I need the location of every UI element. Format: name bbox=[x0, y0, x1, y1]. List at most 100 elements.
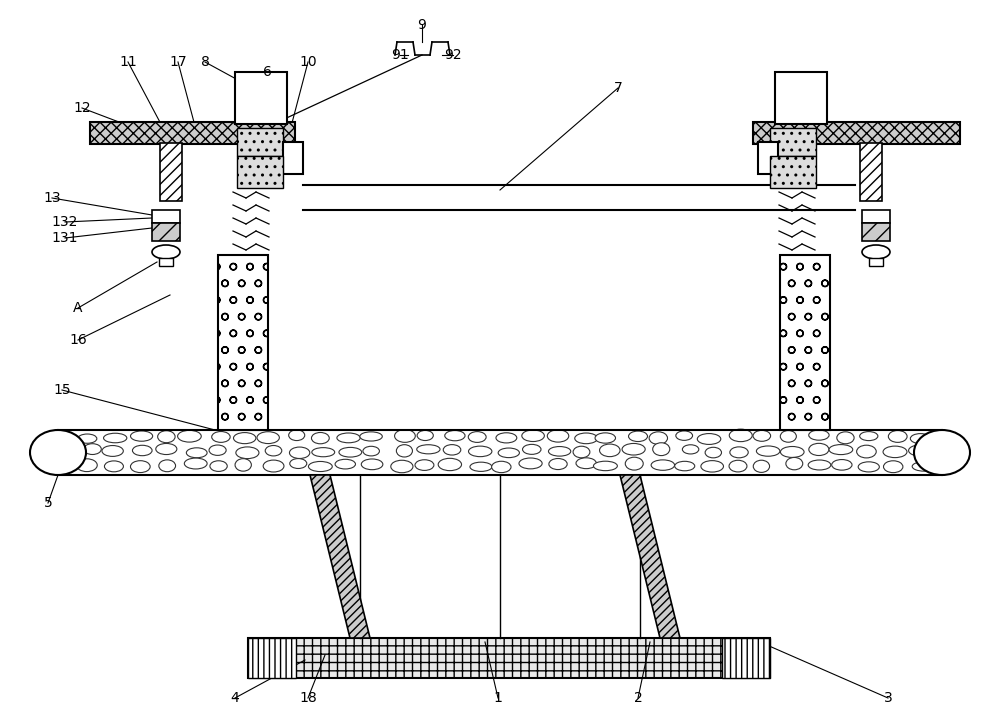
Ellipse shape bbox=[595, 433, 616, 443]
Bar bbox=[248, 638, 770, 678]
Ellipse shape bbox=[132, 445, 152, 455]
Polygon shape bbox=[620, 475, 680, 638]
Bar bbox=[780, 255, 830, 430]
Ellipse shape bbox=[78, 434, 97, 443]
Ellipse shape bbox=[629, 431, 647, 442]
Bar bbox=[58, 430, 942, 475]
Ellipse shape bbox=[417, 431, 433, 440]
Text: 2: 2 bbox=[634, 691, 642, 705]
Ellipse shape bbox=[470, 462, 492, 471]
Ellipse shape bbox=[548, 447, 571, 456]
Text: 3: 3 bbox=[884, 691, 892, 705]
Ellipse shape bbox=[730, 447, 748, 458]
Polygon shape bbox=[310, 475, 370, 638]
Ellipse shape bbox=[159, 460, 176, 472]
Ellipse shape bbox=[651, 460, 675, 471]
Ellipse shape bbox=[625, 457, 643, 470]
Ellipse shape bbox=[54, 432, 71, 444]
Text: 8: 8 bbox=[201, 55, 209, 69]
Ellipse shape bbox=[649, 432, 668, 445]
Ellipse shape bbox=[496, 433, 517, 443]
Ellipse shape bbox=[51, 444, 75, 455]
Ellipse shape bbox=[756, 446, 780, 456]
Ellipse shape bbox=[443, 445, 461, 455]
Ellipse shape bbox=[701, 460, 723, 472]
Ellipse shape bbox=[290, 458, 307, 468]
Ellipse shape bbox=[753, 460, 770, 472]
Ellipse shape bbox=[438, 458, 462, 471]
Text: 16: 16 bbox=[69, 333, 87, 347]
Bar bbox=[775, 72, 827, 124]
Ellipse shape bbox=[498, 448, 519, 458]
Ellipse shape bbox=[676, 431, 693, 440]
Ellipse shape bbox=[888, 431, 907, 442]
Ellipse shape bbox=[682, 445, 699, 454]
Text: 9: 9 bbox=[418, 18, 426, 32]
Ellipse shape bbox=[335, 459, 355, 469]
Ellipse shape bbox=[55, 460, 74, 472]
Text: 10: 10 bbox=[299, 55, 317, 69]
Ellipse shape bbox=[837, 432, 854, 444]
Text: 91: 91 bbox=[391, 48, 409, 62]
Ellipse shape bbox=[857, 445, 876, 458]
Bar bbox=[753, 122, 960, 144]
Ellipse shape bbox=[236, 447, 259, 458]
Bar bbox=[862, 223, 890, 241]
Ellipse shape bbox=[862, 245, 890, 259]
Ellipse shape bbox=[809, 443, 829, 455]
Text: 1: 1 bbox=[494, 691, 502, 705]
Bar bbox=[218, 255, 268, 430]
Ellipse shape bbox=[519, 458, 542, 469]
Text: 5: 5 bbox=[44, 496, 52, 510]
Bar bbox=[770, 156, 816, 188]
Bar bbox=[283, 142, 303, 174]
Ellipse shape bbox=[468, 432, 486, 442]
Ellipse shape bbox=[265, 445, 282, 456]
Text: 7: 7 bbox=[614, 81, 622, 95]
Ellipse shape bbox=[104, 433, 127, 443]
Ellipse shape bbox=[780, 447, 804, 458]
Bar bbox=[160, 143, 182, 201]
Ellipse shape bbox=[860, 432, 878, 441]
Ellipse shape bbox=[312, 447, 335, 457]
Ellipse shape bbox=[786, 458, 803, 470]
Ellipse shape bbox=[593, 461, 617, 471]
Text: A: A bbox=[73, 301, 83, 315]
Bar bbox=[152, 210, 180, 223]
Ellipse shape bbox=[697, 434, 721, 445]
Ellipse shape bbox=[209, 445, 226, 455]
Ellipse shape bbox=[415, 460, 434, 471]
Ellipse shape bbox=[289, 447, 310, 458]
Ellipse shape bbox=[210, 460, 227, 471]
Ellipse shape bbox=[184, 458, 207, 469]
Ellipse shape bbox=[186, 448, 207, 458]
Ellipse shape bbox=[549, 458, 567, 470]
Ellipse shape bbox=[212, 432, 230, 442]
Ellipse shape bbox=[152, 245, 180, 259]
Ellipse shape bbox=[492, 461, 511, 473]
Ellipse shape bbox=[233, 432, 256, 444]
Ellipse shape bbox=[780, 431, 796, 442]
Ellipse shape bbox=[391, 460, 413, 473]
Ellipse shape bbox=[705, 447, 722, 458]
Ellipse shape bbox=[523, 445, 541, 455]
Ellipse shape bbox=[883, 446, 907, 458]
Text: 15: 15 bbox=[53, 383, 71, 397]
Ellipse shape bbox=[909, 445, 931, 456]
Bar bbox=[90, 122, 295, 144]
Bar bbox=[862, 210, 890, 223]
Ellipse shape bbox=[308, 461, 332, 471]
Ellipse shape bbox=[263, 460, 284, 472]
Ellipse shape bbox=[829, 445, 853, 455]
Bar bbox=[770, 128, 816, 156]
Ellipse shape bbox=[102, 445, 123, 456]
Bar bbox=[237, 156, 283, 188]
Ellipse shape bbox=[600, 444, 620, 457]
Ellipse shape bbox=[311, 432, 329, 444]
Ellipse shape bbox=[858, 462, 879, 472]
Ellipse shape bbox=[30, 430, 86, 475]
Text: 4: 4 bbox=[231, 691, 239, 705]
Text: 12: 12 bbox=[73, 101, 91, 115]
Ellipse shape bbox=[396, 445, 412, 457]
Text: 92: 92 bbox=[444, 48, 462, 62]
